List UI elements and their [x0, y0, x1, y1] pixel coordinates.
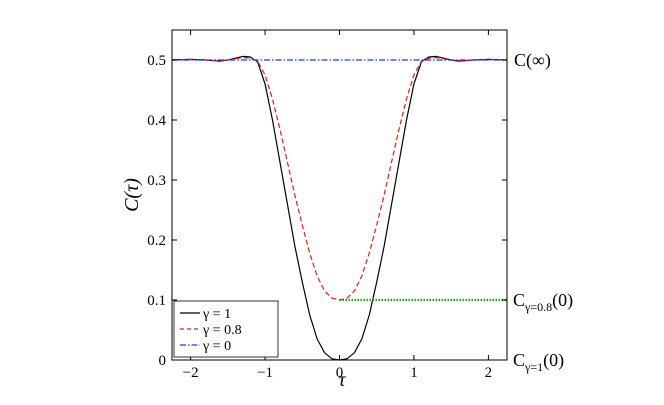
x-tick-label: −2: [183, 365, 199, 381]
y-tick-label: 0.3: [147, 173, 166, 189]
y-tick-label: 0.1: [147, 293, 166, 309]
legend-label-gamma-08: γ = 0.8: [202, 323, 242, 338]
legend-label-gamma-1: γ = 1: [202, 307, 231, 322]
y-tick-label: 0.5: [147, 53, 166, 69]
annotation-c-gamma-1-main: C: [513, 350, 525, 370]
annotation-c-gamma-1-tail: (0): [543, 350, 564, 371]
y-axis-label: C(τ): [121, 178, 143, 212]
legend-label-gamma-0: γ = 0: [202, 339, 231, 354]
x-tick-label: 1: [410, 365, 418, 381]
x-tick-label: 0: [336, 365, 344, 381]
annotation-c-gamma-08-main: C: [513, 290, 525, 310]
x-tick-label: −1: [257, 365, 273, 381]
annotation-c-gamma-1: Cγ=1(0): [513, 350, 564, 374]
annotation-c-gamma-08-tail: (0): [552, 290, 573, 311]
legend: γ = 1 γ = 0.8 γ = 0: [173, 300, 279, 358]
legend-box: [173, 300, 279, 358]
annotation-c-infinity: C(∞): [514, 50, 551, 71]
y-tick-label: 0: [159, 353, 167, 369]
annotation-c-gamma-08-sub: γ=0.8: [524, 300, 552, 314]
annotation-c-gamma-1-sub: γ=1: [524, 360, 543, 374]
x-tick-label: 2: [485, 365, 493, 381]
y-tick-label: 0.4: [147, 113, 166, 129]
ticks-layer: −2 −1 0 1 2 0 0.1 0.2 0.3 0.4 0.5: [147, 30, 507, 381]
y-tick-label: 0.2: [147, 233, 166, 249]
annotation-c-gamma-08: Cγ=0.8(0): [513, 290, 573, 314]
x-axis-label: τ: [338, 369, 346, 391]
